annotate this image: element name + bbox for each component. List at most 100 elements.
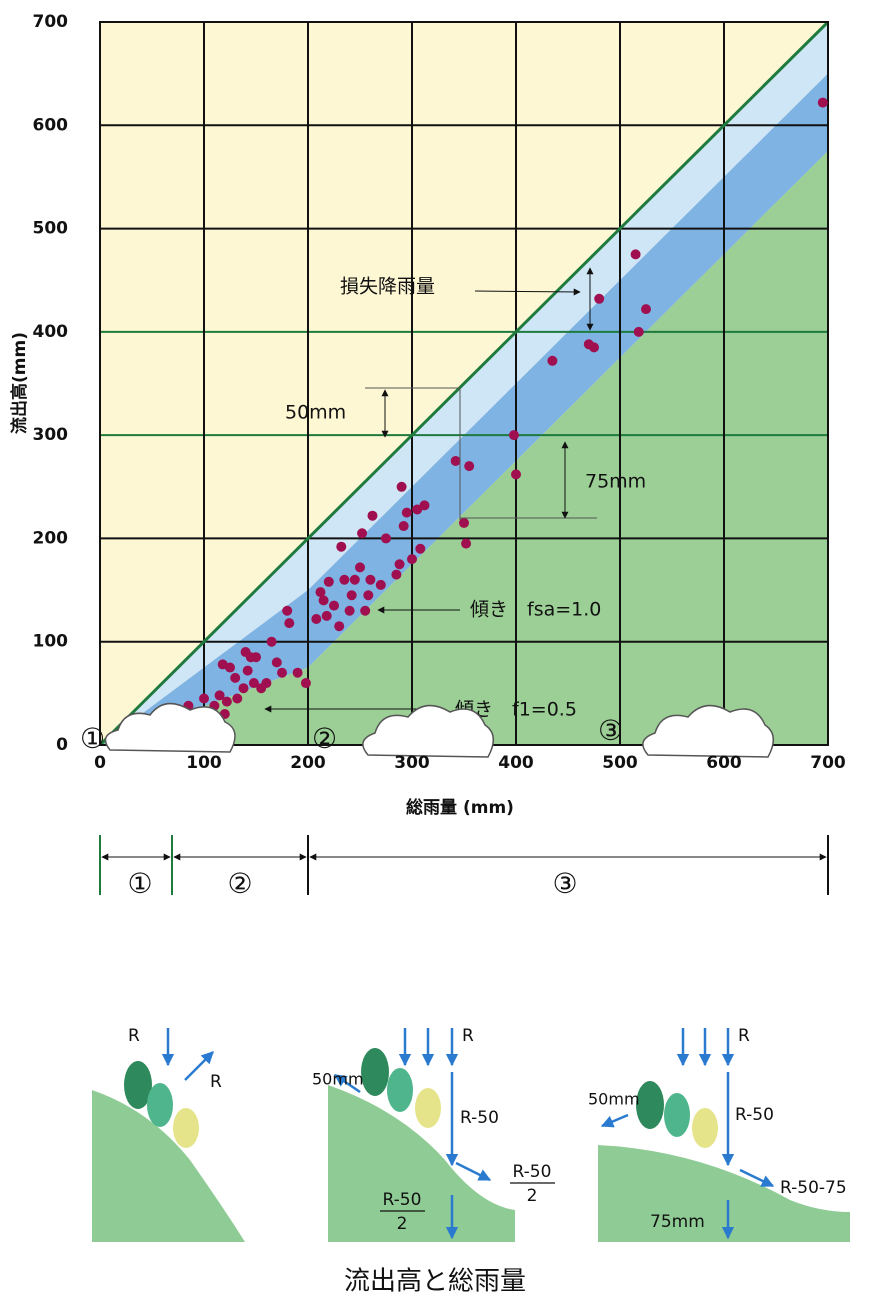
trees <box>124 1048 718 1148</box>
annotation: 傾き fsa=1.0 <box>470 599 601 621</box>
point <box>641 304 651 315</box>
point <box>511 469 521 480</box>
point <box>248 678 259 689</box>
point <box>292 667 303 678</box>
point <box>459 517 469 528</box>
annotation: 傾き f1=0.5 <box>455 699 577 721</box>
point <box>401 507 412 518</box>
y-tick-label: 200 <box>33 528 69 548</box>
cloud <box>104 702 236 753</box>
point <box>594 293 605 304</box>
point <box>412 504 423 515</box>
point <box>232 693 243 704</box>
point <box>334 621 345 632</box>
x-tick-label: 0 <box>94 753 106 773</box>
annotation: 50mm <box>285 402 346 424</box>
hill <box>328 1085 515 1242</box>
point <box>589 342 599 353</box>
cloud <box>362 704 494 758</box>
diagram-text: R <box>128 1026 140 1046</box>
diagram-text: R-50 <box>383 1190 422 1210</box>
point <box>238 683 249 694</box>
y-tick-label: 0 <box>56 735 68 755</box>
hill <box>92 1090 245 1242</box>
point <box>266 636 277 647</box>
point <box>321 610 332 621</box>
diagram-label: ① <box>80 722 105 755</box>
point <box>450 455 461 466</box>
diagram-text: 2 <box>397 1214 408 1234</box>
point <box>363 590 374 601</box>
x-tick-label: 700 <box>810 753 846 773</box>
point <box>300 678 311 689</box>
diagram-text: R-50-75 <box>780 1178 847 1198</box>
point <box>346 590 357 601</box>
point <box>375 579 386 590</box>
y-tick-label: 400 <box>33 322 69 342</box>
point <box>398 521 409 532</box>
diagram-text: R <box>738 1026 750 1046</box>
point <box>336 541 347 552</box>
diagram-text: R-50 <box>735 1105 774 1125</box>
point <box>225 662 235 673</box>
point <box>365 574 376 585</box>
cloud <box>642 704 774 758</box>
point <box>357 528 368 539</box>
y-tick-label: 300 <box>33 425 69 445</box>
pointer <box>474 288 581 296</box>
caption: 流出高と総雨量 <box>344 1267 526 1297</box>
diagram-text: R <box>210 1072 222 1092</box>
point <box>277 667 287 678</box>
diagram-text: 75mm <box>650 1212 705 1232</box>
diagram-text: R <box>462 1026 474 1046</box>
y-axis-label: 流出高(mm) <box>9 332 30 434</box>
x-tick-label: 200 <box>290 753 326 773</box>
annotation: 損失降雨量 <box>340 276 435 298</box>
range-label: ① <box>127 867 152 900</box>
equal-line <box>98 20 830 747</box>
x-tick-label: 100 <box>186 753 222 773</box>
range-row: ① ② ③ <box>99 835 829 900</box>
point <box>396 481 407 492</box>
point <box>633 326 644 337</box>
point <box>630 249 641 260</box>
point <box>214 690 225 701</box>
y-tick-label: 500 <box>33 219 69 239</box>
point <box>323 576 334 587</box>
x-tick-label: 400 <box>498 753 534 773</box>
point <box>415 543 426 554</box>
y-tick-label: 600 <box>33 115 69 135</box>
point <box>339 574 350 585</box>
point <box>318 595 329 606</box>
range-label: ② <box>227 867 252 900</box>
diagram-text: 50mm <box>312 1070 364 1089</box>
point <box>394 559 405 570</box>
point <box>242 665 253 676</box>
x-axis-label: 総雨量 (mm) <box>406 797 514 818</box>
x-tick-label: 300 <box>394 753 430 773</box>
point <box>461 538 472 549</box>
x-tick-label: 600 <box>706 753 742 773</box>
band-green <box>100 151 828 745</box>
y-tick-label: 100 <box>33 632 69 652</box>
point <box>282 605 293 616</box>
point <box>367 510 378 521</box>
diagram-text: R-50 <box>460 1108 499 1128</box>
point <box>419 500 430 511</box>
diagram-label: ② <box>312 722 337 755</box>
range-label: ③ <box>552 867 577 900</box>
diagram-text: 50mm <box>588 1090 640 1109</box>
point <box>221 696 232 707</box>
diagram-text: 2 <box>527 1186 538 1206</box>
point <box>391 569 402 580</box>
point <box>251 652 261 663</box>
point <box>311 613 322 624</box>
hill <box>598 1145 850 1242</box>
y-tick-label: 700 <box>33 12 69 32</box>
point <box>817 97 828 108</box>
point <box>508 430 519 441</box>
diagram-shapes <box>92 702 850 1242</box>
x-tick-label: 500 <box>602 753 638 773</box>
point <box>230 672 241 683</box>
